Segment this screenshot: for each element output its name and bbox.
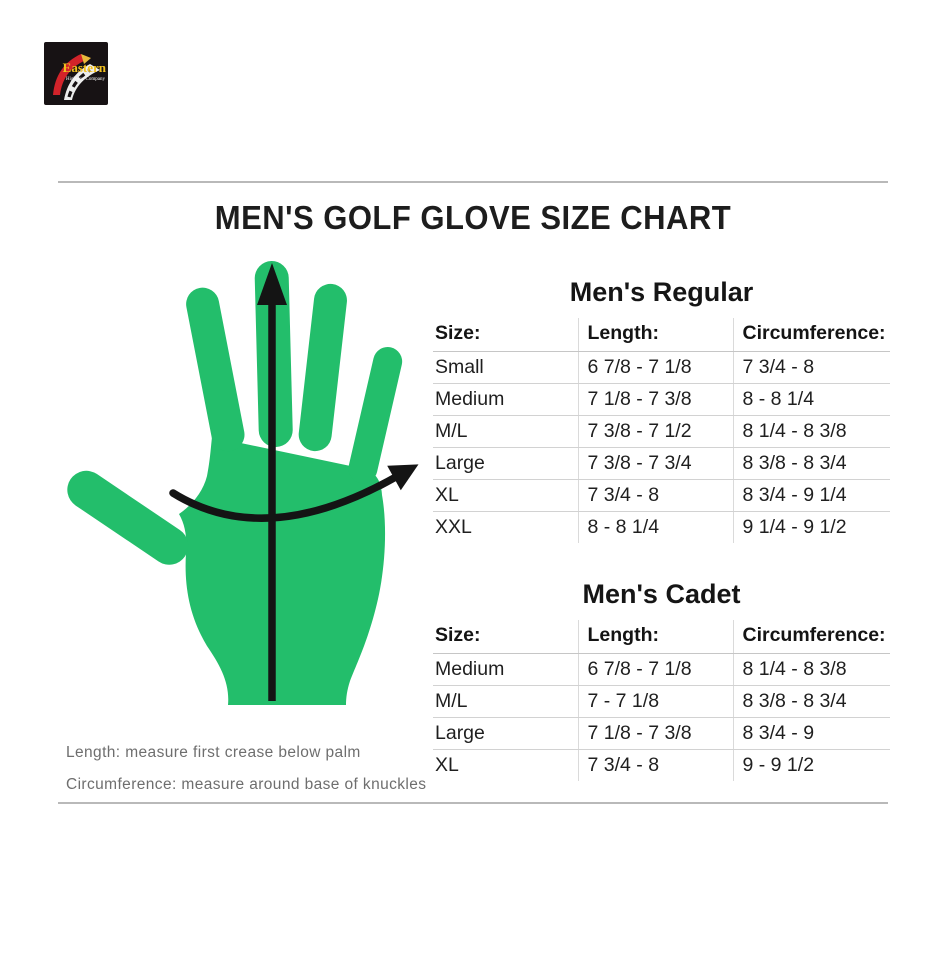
table-cell: 7 3/8 - 7 3/4 [577,447,733,480]
table-row: M/L 7 3/8 - 7 1/2 8 1/4 - 8 3/8 [433,415,890,448]
mens-regular-table: Size: Length: Circumference: Small 6 7/8 - 7… [433,318,890,543]
circumference-arrow-icon [169,464,419,522]
mens-cadet-table: Size: Length: Circumference: Medium 6 7/8 - … [433,620,890,781]
table-cell: XL [435,754,459,776]
table-row: Medium 6 7/8 - 7 1/8 8 1/4 - 8 3/8 [433,653,890,686]
table-cell: 7 1/8 - 7 3/8 [577,717,733,750]
logo-road-white-stripe [64,64,100,100]
header-row: Size: Length: Circumference: [433,318,890,352]
table-row: Large 7 1/8 - 7 3/8 8 3/4 - 9 [433,717,890,750]
column-header: Circumference: [732,620,890,654]
circumference-note: Circumference: measure around base of kn… [66,776,427,793]
logo-subtitle-text: Highway Company [66,77,106,82]
length-note: Length: measure first crease below palm [66,744,361,761]
bottom-divider [58,802,888,804]
column-header: Size: [433,318,578,352]
logo-road-red-stripe [53,54,86,95]
table-cell: 7 - 7 1/8 [577,685,733,718]
logo-road-dashes [67,68,91,98]
table-row: XXL 8 - 8 1/4 9 1/4 - 9 1/2 [433,511,890,543]
logo-brand-text: Eastern [63,60,107,75]
table-cell: Large [433,447,578,480]
table-cell: 7 3/4 - 8 [732,351,890,384]
mens-regular-heading: Men's Regular [569,277,754,307]
table-row: M/L 7 - 7 1/8 8 3/8 - 8 3/4 [433,685,890,718]
table-cell: 9 - 9 1/2 [732,749,890,781]
mens-cadet-section: Men's Cadet Size: Length: Circumference: Me… [433,579,890,781]
header-row: Size: Length: Circumference: [433,620,890,654]
table-row: Medium 7 1/8 - 7 3/8 8 - 8 1/4 [433,383,890,416]
table-cell: 7 1/8 - 7 3/8 [577,383,733,416]
table-cell: 6 7/8 - 7 1/8 [577,351,733,384]
brand-logo-icon: Eastern Highway Company [44,42,108,105]
table-cell: 7 3/4 - 8 [577,479,733,512]
table-cell: Medium [433,383,578,416]
table-cell: M/L [433,415,578,448]
column-header: Length: [577,318,733,352]
mens-regular-section: Men's Regular Size: Length: Circumference:… [433,277,890,543]
column-header: Length: [577,620,733,654]
table-cell: 7 3/4 - 8 [577,749,733,781]
table-cell: 8 1/4 - 8 3/8 [732,653,890,686]
table-cell: 8 3/4 - 9 [732,717,890,750]
table-row: Large 7 3/8 - 7 3/4 8 3/8 - 8 3/4 [433,447,890,480]
table-cell: 8 - 8 1/4 [577,511,733,543]
table-cell: 8 - 8 1/4 [732,383,890,416]
column-header: Circumference: [732,318,890,352]
mens-cadet-heading: Men's Cadet [582,579,741,609]
table-cell: 8 3/8 - 8 3/4 [732,447,890,480]
table-cell: M/L [433,685,578,718]
table-cell: Small [433,351,578,384]
brand-logo: Eastern Highway Company [44,42,108,105]
hand-measurement-diagram [60,255,420,735]
table-cell: Large [433,717,578,750]
column-header: Size: [433,620,578,654]
hand-silhouette [67,261,419,705]
table-cell: 9 1/4 - 9 1/2 [732,511,890,543]
top-divider [58,181,888,183]
table-cell: XL [433,479,578,512]
length-arrow-icon [257,263,287,701]
table-cell: 8 1/4 - 8 3/8 [732,415,890,448]
page-title: MEN'S GOLF GLOVE SIZE CHART [214,199,732,236]
table-cell: 7 3/8 - 7 1/2 [577,415,733,448]
table-cell: 8 3/4 - 9 1/4 [732,479,890,512]
table-cell: XXL [435,516,472,538]
logo-road-arrow [81,54,91,64]
table-cell: 6 7/8 - 7 1/8 [577,653,733,686]
table-cell: Medium [433,653,578,686]
table-cell: 8 3/8 - 8 3/4 [732,685,890,718]
table-row: Small 6 7/8 - 7 1/8 7 3/4 - 8 [433,351,890,384]
